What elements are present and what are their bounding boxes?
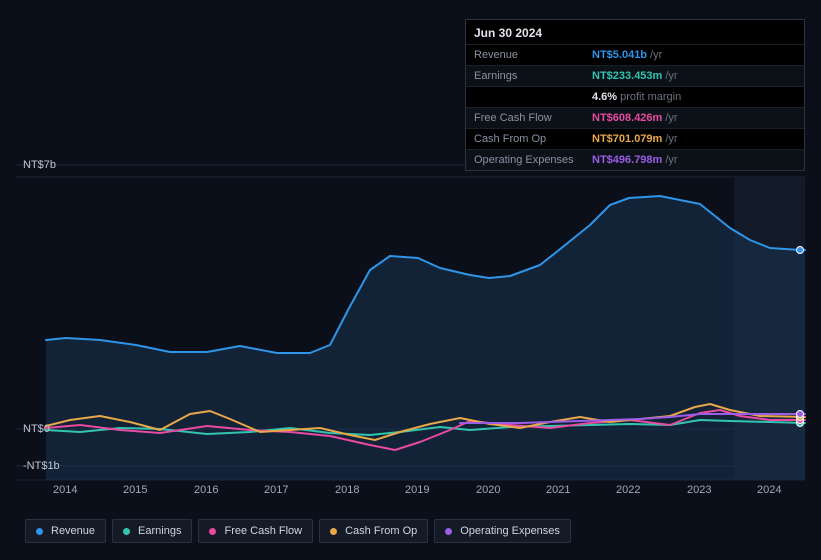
y-tick-label: NT$7b <box>23 159 56 171</box>
legend-dot-icon <box>36 528 43 535</box>
tooltip-row-value: NT$608.426m <box>592 110 662 126</box>
x-tick-label: 2023 <box>687 484 711 496</box>
legend-item-earnings[interactable]: Earnings <box>112 519 192 543</box>
legend-item-label: Free Cash Flow <box>224 525 302 537</box>
tooltip-row-label: Free Cash Flow <box>474 110 592 126</box>
tooltip-row-suffix: /yr <box>665 152 677 168</box>
tooltip-row: 4.6% profit margin <box>466 86 804 107</box>
legend-dot-icon <box>330 528 337 535</box>
y-tick-label: NT$0 <box>23 423 50 435</box>
x-tick-label: 2014 <box>53 484 77 496</box>
legend-item-label: Earnings <box>138 525 181 537</box>
tooltip-row-value: NT$5.041b <box>592 47 647 63</box>
tooltip-row-suffix: /yr <box>665 110 677 126</box>
legend-item-label: Operating Expenses <box>460 525 560 537</box>
y-tick-label: -NT$1b <box>23 460 60 472</box>
x-tick-label: 2018 <box>335 484 359 496</box>
tooltip-row-suffix: /yr <box>650 47 662 63</box>
legend-dot-icon <box>123 528 130 535</box>
tooltip-row: RevenueNT$5.041b/yr <box>466 44 804 65</box>
tooltip-row-suffix: /yr <box>665 68 677 84</box>
x-tick-label: 2015 <box>123 484 147 496</box>
tooltip-row: EarningsNT$233.453m/yr <box>466 65 804 86</box>
tooltip-row-label <box>474 89 592 105</box>
tooltip-row-value: 4.6% <box>592 89 617 105</box>
tooltip-row-suffix: /yr <box>665 131 677 147</box>
tooltip-row: Operating ExpensesNT$496.798m/yr <box>466 149 804 170</box>
tooltip-row-label: Cash From Op <box>474 131 592 147</box>
tooltip: Jun 30 2024 RevenueNT$5.041b/yrEarningsN… <box>465 19 805 171</box>
legend-dot-icon <box>209 528 216 535</box>
tooltip-row-value: NT$701.079m <box>592 131 662 147</box>
tooltip-row: Cash From OpNT$701.079m/yr <box>466 128 804 149</box>
x-tick-label: 2016 <box>194 484 218 496</box>
tooltip-row-value: NT$496.798m <box>592 152 662 168</box>
x-tick-label: 2021 <box>546 484 570 496</box>
tooltip-row: Free Cash FlowNT$608.426m/yr <box>466 107 804 128</box>
tooltip-row-value: NT$233.453m <box>592 68 662 84</box>
x-tick-label: 2022 <box>616 484 640 496</box>
legend-item-label: Cash From Op <box>345 525 417 537</box>
tooltip-row-label: Operating Expenses <box>474 152 592 168</box>
legend-item-fcf[interactable]: Free Cash Flow <box>198 519 313 543</box>
x-tick-label: 2017 <box>264 484 288 496</box>
tooltip-date: Jun 30 2024 <box>466 20 804 44</box>
tooltip-row-label: Revenue <box>474 47 592 63</box>
x-tick-label: 2020 <box>476 484 500 496</box>
legend-item-label: Revenue <box>51 525 95 537</box>
tooltip-row-label: Earnings <box>474 68 592 84</box>
legend-dot-icon <box>445 528 452 535</box>
legend-item-opex[interactable]: Operating Expenses <box>434 519 571 543</box>
legend-item-cash_op[interactable]: Cash From Op <box>319 519 428 543</box>
legend: Revenue Earnings Free Cash Flow Cash From O… <box>25 519 571 543</box>
x-tick-label: 2019 <box>405 484 429 496</box>
x-tick-label: 2024 <box>757 484 781 496</box>
chart-container: NT$7b NT$0 -NT$1b 2014 2015 2016 2017 2018 2019… <box>0 0 821 560</box>
tooltip-row-extra: profit margin <box>620 89 681 105</box>
legend-item-revenue[interactable]: Revenue <box>25 519 106 543</box>
